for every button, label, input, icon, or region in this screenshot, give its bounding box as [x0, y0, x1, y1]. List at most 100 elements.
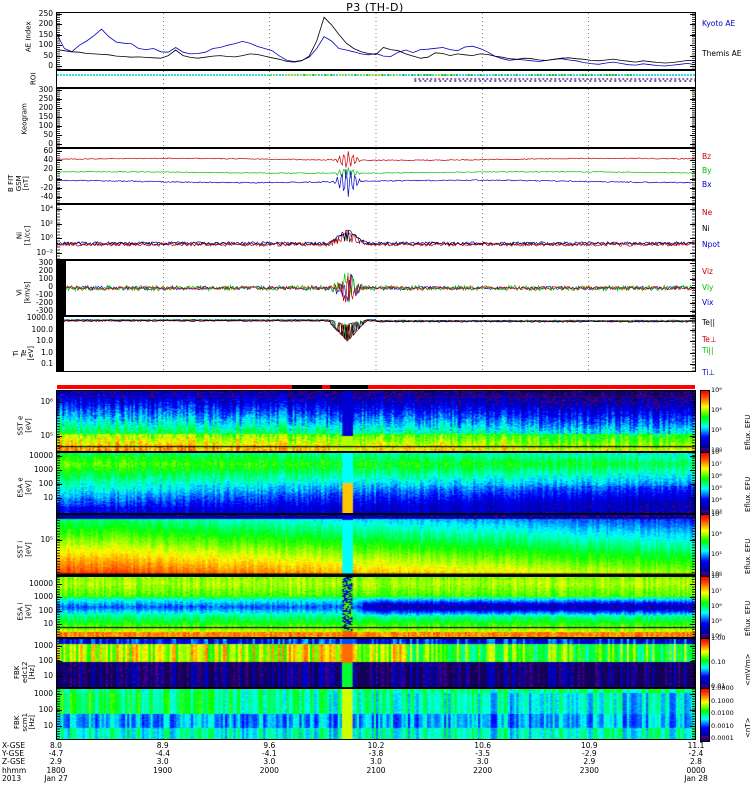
y-tick-mark [690, 287, 696, 288]
y-tick-label: 50 [43, 130, 53, 139]
data-gap-block [57, 317, 64, 371]
x-axis-value: 3.0 [476, 757, 489, 767]
y-tick-mark [56, 364, 62, 365]
y-tick-mark [690, 90, 696, 91]
y-tick-mark [56, 329, 62, 331]
ylabel-sst-e: SST e [eV] [16, 415, 33, 436]
panel-esa-electron [56, 452, 696, 514]
y-tick-label: 1000 [33, 689, 53, 698]
colorbar-tick-label: 10⁶ [711, 472, 722, 480]
legend-label-ti: Ti|| [702, 346, 714, 355]
colorbar-tick-label: 10⁵ [711, 484, 722, 492]
colorbar-axis-label: Eflux, EFU [744, 538, 750, 574]
colorbar-tick-label: 10⁴ [711, 406, 722, 414]
y-tick-mark [56, 694, 62, 695]
y-tick-label: 100 [38, 705, 53, 714]
y-tick-label: 10.0 [36, 336, 53, 345]
y-tick-mark [690, 364, 696, 365]
y-tick-label: 10⁴ [40, 204, 53, 213]
colorbar-tick-label: 10⁴ [711, 496, 722, 504]
x-axis-row-label-y-gse: Y-GSE [2, 749, 24, 759]
colorbar-axis-label: Eflux, EFU [744, 600, 750, 636]
y-tick-mark [56, 66, 62, 67]
colorbar-tick-label: 0.0100 [711, 709, 734, 717]
y-tick-mark [56, 303, 62, 304]
y-tick-mark [690, 318, 696, 319]
y-tick-mark [690, 126, 696, 127]
y-tick-mark [690, 540, 696, 541]
y-tick-mark [56, 14, 62, 15]
x-axis-row-label-2013: 2013 [2, 773, 22, 783]
y-tick-label: -300 [35, 306, 53, 315]
y-tick-mark [690, 402, 696, 403]
y-tick-mark [690, 624, 696, 625]
colorbar-axis-label: <nT> [744, 717, 750, 738]
x-axis-row-label-x-gse: X-GSE [2, 741, 26, 750]
y-tick-label: 250 [38, 94, 53, 103]
x-axis-value: 1900 [153, 765, 173, 775]
legend-label-ni: Ni [702, 224, 710, 233]
colorbar-gradient [700, 514, 710, 578]
y-tick-mark [56, 484, 62, 485]
y-tick-label: 100 [38, 121, 53, 130]
legend-label-te: Te|| [702, 318, 715, 327]
y-tick-mark [56, 90, 62, 91]
y-tick-label: 200 [38, 266, 53, 275]
y-tick-mark [690, 34, 696, 36]
y-tick-label: 150 [38, 112, 53, 121]
x-axis-row-label-z-gse: Z-GSE [2, 757, 26, 767]
legend-label-viy: Viy [702, 283, 714, 292]
colorbar-tick-label: 0.0001 [711, 734, 734, 742]
legend-label-by: By [702, 166, 712, 175]
ylabel-sst-i: SST i [eV] [16, 540, 33, 559]
y-tick-mark [56, 341, 62, 342]
y-tick-mark [690, 329, 696, 331]
x-axis-value: Jan 28 [684, 773, 708, 783]
colorbar-tick-label: 0.01 [711, 682, 726, 690]
colorbar-gradient [700, 638, 710, 690]
y-tick-mark [56, 436, 62, 437]
legend-label-ne: Ne [702, 208, 713, 217]
x-axis-value: 2000 [259, 765, 279, 775]
colorbar-tick-label: 10² [711, 550, 722, 558]
y-tick-mark [690, 352, 696, 354]
x-axis-value: 8.0 [50, 741, 62, 750]
y-tick-mark [690, 279, 696, 280]
y-tick-mark [690, 597, 696, 599]
colorbar-tick-label: 0.1000 [711, 696, 734, 705]
panel-roi [56, 70, 696, 88]
y-tick-label: 60 [43, 146, 53, 155]
y-tick-mark [56, 456, 62, 457]
colorbar-tick-label: 1.0000 [711, 684, 734, 692]
y-tick-mark [690, 223, 696, 225]
y-tick-mark [56, 108, 62, 109]
x-axis-value: 3.0 [370, 757, 382, 767]
y-tick-label: -100 [35, 290, 53, 299]
y-tick-label: 100 [38, 656, 53, 665]
y-tick-mark [56, 169, 62, 171]
y-tick-mark [56, 55, 62, 57]
x-axis-value: 2200 [473, 765, 493, 775]
colorbar-axis-label: Eflux, EFU [744, 414, 750, 450]
y-tick-mark [56, 99, 62, 100]
y-tick-label: 10⁰ [40, 233, 53, 243]
y-tick-mark [690, 45, 696, 47]
colorbar-tick-label: 10⁶ [711, 602, 722, 610]
y-tick-mark [56, 624, 62, 625]
colorbar-tick-label: 10² [711, 426, 722, 434]
y-tick-mark [690, 694, 696, 695]
y-tick-mark [690, 160, 696, 162]
y-tick-mark [690, 271, 696, 272]
panel-fbk-edc12 [56, 638, 696, 688]
y-tick-label: 1000.0 [26, 313, 53, 322]
legend-label-npot: Npot [702, 240, 720, 249]
y-tick-label: 300 [38, 85, 53, 94]
y-tick-mark [56, 402, 62, 403]
y-tick-label: 100.0 [31, 324, 53, 334]
x-axis-value: 2.8 [690, 757, 702, 767]
y-tick-mark [56, 178, 62, 180]
spectrogram-image [57, 639, 695, 687]
colorbar-group: 10⁶ 10⁴ 10² 10⁰ Eflux, EFU 10⁸ 10⁷ 10⁶ 10⁵ 10⁴ 10³… [696, 380, 750, 745]
y-tick-label: 100 [38, 605, 53, 615]
